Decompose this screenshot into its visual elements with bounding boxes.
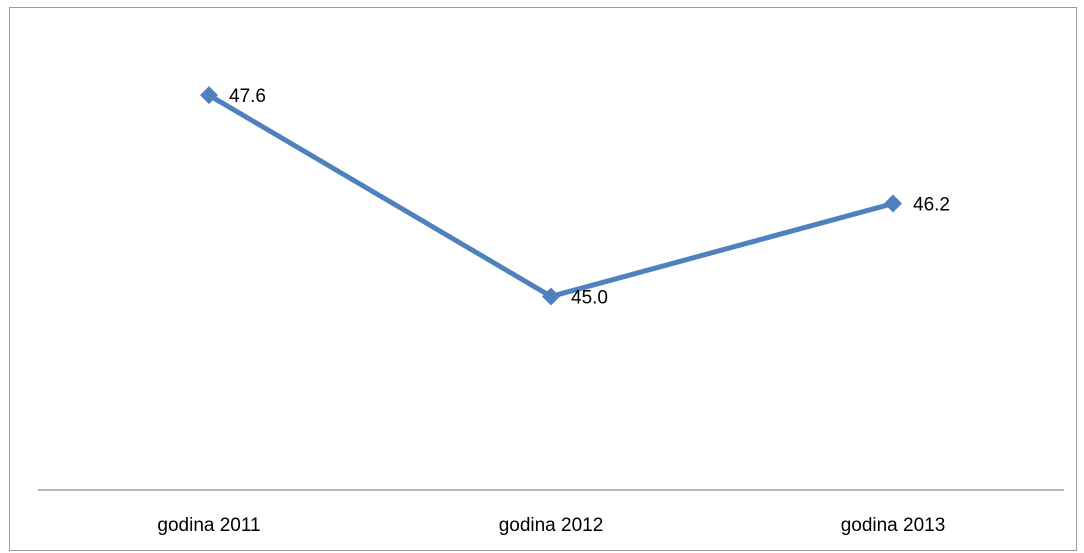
- x-tick-label: godina 2013: [841, 515, 946, 536]
- x-tick-label: godina 2012: [499, 515, 604, 536]
- data-point-marker: [542, 287, 560, 306]
- data-point-marker: [200, 86, 218, 105]
- x-tick-label: godina 2011: [157, 515, 260, 536]
- chart-area: [9, 7, 1077, 551]
- data-label: 46.2: [913, 195, 950, 216]
- series-layer: 47.6 45.0 46.2: [200, 86, 950, 308]
- data-point-marker: [884, 194, 902, 213]
- x-tick-labels: godina 2011 godina 2012 godina 2013: [157, 515, 945, 536]
- data-label: 47.6: [229, 86, 266, 107]
- series-line: [207, 93, 894, 299]
- data-label: 45.0: [571, 287, 608, 308]
